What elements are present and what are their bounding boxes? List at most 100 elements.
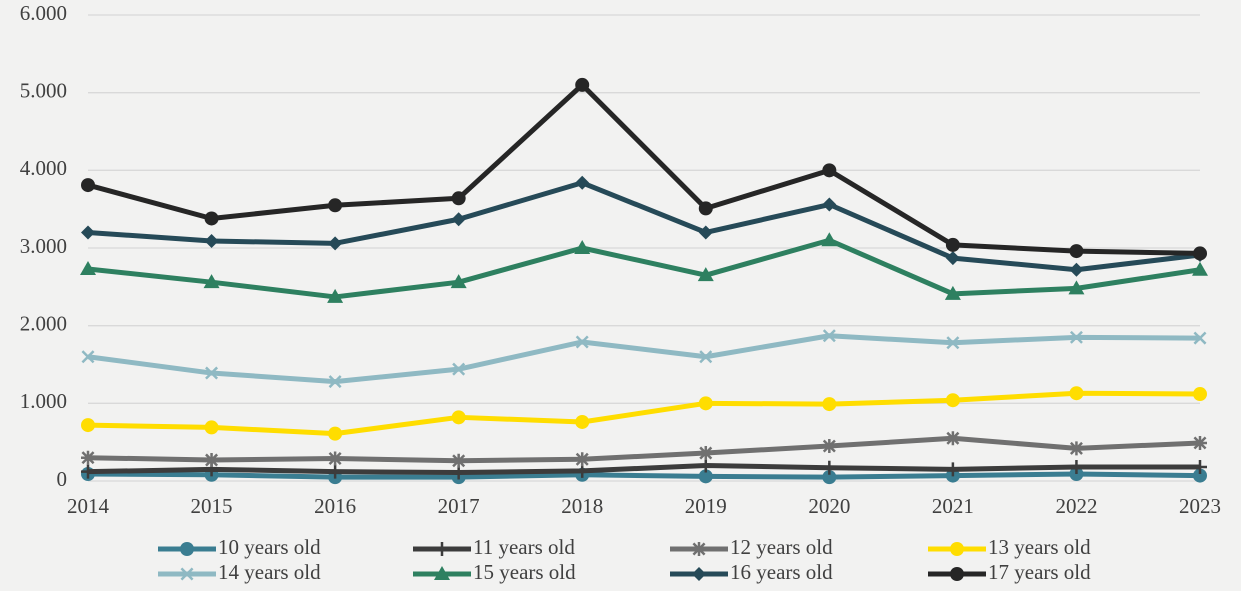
point [575, 414, 590, 429]
point [1193, 246, 1207, 261]
series-line [87, 390, 1201, 437]
point [944, 285, 961, 300]
point [450, 274, 467, 289]
series-line [87, 435, 1201, 464]
legend-label: 15 years old [473, 560, 576, 584]
y-tick-label: 1.000 [20, 389, 67, 413]
point [205, 366, 219, 380]
point [822, 197, 837, 212]
x-tick-label: 2018 [561, 494, 603, 518]
point [328, 451, 343, 466]
series-line [87, 471, 1201, 480]
point [821, 232, 838, 247]
point [822, 470, 837, 485]
point [945, 462, 960, 477]
y-tick-label: 6.000 [20, 1, 67, 25]
point [1193, 387, 1207, 402]
point [698, 225, 713, 240]
point [822, 439, 837, 454]
point [698, 396, 713, 411]
series-line [87, 82, 1201, 256]
point [1069, 330, 1083, 344]
x-tick-label: 2019 [685, 494, 727, 518]
point [204, 453, 219, 468]
point [1069, 386, 1084, 401]
x-tick-label: 2021 [932, 494, 974, 518]
point [698, 446, 713, 461]
point [945, 237, 960, 252]
point [699, 350, 713, 364]
legend-marker [180, 567, 194, 581]
legend-label: 11 years old [473, 535, 575, 559]
legend-item: 11 years old [413, 535, 575, 559]
point [204, 234, 219, 249]
legend-marker [950, 567, 964, 581]
legend-label: 17 years old [988, 560, 1091, 584]
point [575, 452, 590, 467]
legend-item: 12 years old [670, 535, 833, 559]
legend-marker [434, 566, 450, 580]
x-tick-label: 2016 [314, 494, 356, 518]
x-tick-label: 2022 [1055, 494, 1097, 518]
point [575, 175, 590, 190]
point [328, 464, 343, 479]
legend-item: 16 years old [670, 560, 833, 584]
legend-marker [180, 542, 194, 556]
x-tick-label: 2015 [191, 494, 233, 518]
x-tick-label: 2020 [808, 494, 850, 518]
point [81, 418, 95, 433]
point [204, 211, 219, 226]
point [822, 329, 836, 343]
point [204, 420, 219, 435]
legend-marker [692, 567, 706, 581]
point [1192, 261, 1208, 276]
y-tick-label: 0 [57, 467, 68, 491]
series-line [87, 180, 1201, 273]
point [1069, 441, 1084, 456]
point [81, 450, 95, 465]
point [822, 163, 837, 178]
point [1193, 468, 1207, 483]
point [203, 274, 220, 289]
legend-marker [692, 542, 706, 556]
legend-marker [435, 542, 449, 556]
point [328, 426, 343, 441]
point [945, 393, 960, 408]
point [945, 431, 960, 446]
legend-label: 13 years old [988, 535, 1091, 559]
series-line [87, 237, 1201, 300]
point [822, 397, 837, 412]
y-tick-label: 3.000 [20, 234, 67, 258]
point [946, 336, 960, 350]
point [81, 350, 95, 364]
point [1069, 262, 1084, 277]
legend-label: 16 years old [730, 560, 833, 584]
point [451, 212, 466, 227]
point [1193, 331, 1207, 345]
point [1193, 435, 1207, 450]
point [81, 464, 95, 479]
point [822, 460, 837, 475]
point [1069, 244, 1084, 259]
legend-item: 15 years old [413, 560, 576, 584]
point [452, 362, 466, 376]
point [451, 453, 466, 468]
series-line [87, 333, 1201, 385]
legend-marker [950, 542, 964, 556]
point [1193, 460, 1207, 475]
point [698, 201, 713, 216]
point [451, 410, 466, 425]
point [575, 77, 590, 92]
point [327, 288, 344, 303]
point [451, 191, 466, 206]
point [945, 251, 960, 266]
x-tick-label: 2017 [438, 494, 480, 518]
series-line [87, 462, 1200, 475]
point [574, 240, 591, 254]
y-tick-label: 2.000 [20, 311, 67, 335]
point [328, 375, 342, 389]
legend-item: 14 years old [158, 560, 321, 584]
point [1069, 460, 1084, 475]
y-tick-label: 5.000 [20, 78, 67, 102]
